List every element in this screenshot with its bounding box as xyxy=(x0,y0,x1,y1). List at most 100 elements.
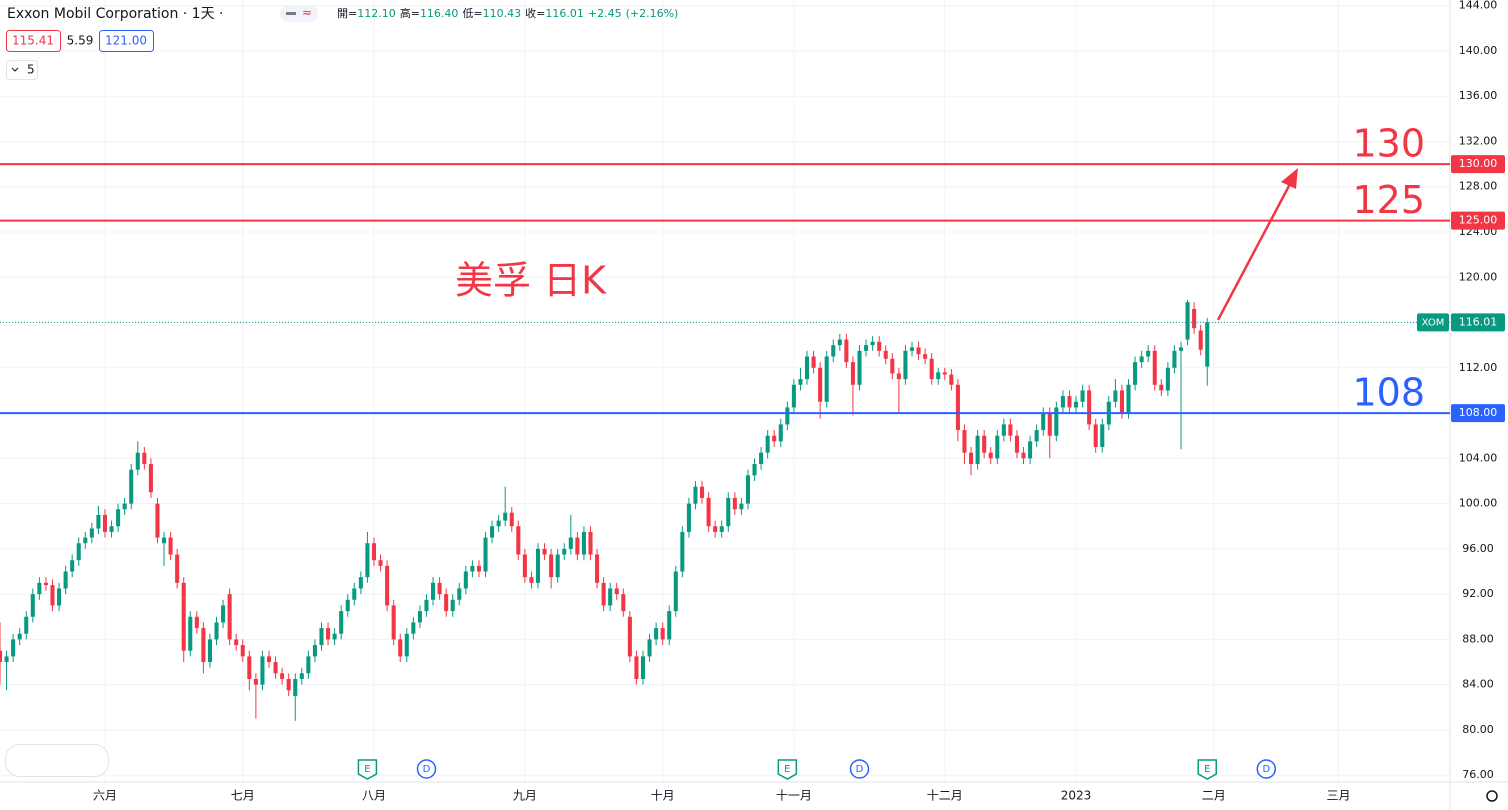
event-icon[interactable] xyxy=(416,759,437,779)
candle-body xyxy=(1139,356,1144,363)
y-tick-label: 132.00 xyxy=(1459,134,1498,147)
candle-body xyxy=(745,475,750,504)
event-icon[interactable] xyxy=(849,759,870,779)
interval-dropdown[interactable] xyxy=(6,60,38,80)
symbol-title: Exxon Mobil Corporation · 1天 · xyxy=(7,6,224,22)
y-tick-label: 112.00 xyxy=(1459,361,1498,374)
candle-body xyxy=(227,594,232,640)
candle-body xyxy=(24,616,29,634)
candle-body xyxy=(503,512,508,521)
arrow-line xyxy=(1216,183,1292,321)
candle-body xyxy=(0,650,3,663)
candle-body xyxy=(864,345,869,351)
candle-body xyxy=(339,611,344,634)
candle-body xyxy=(371,543,377,561)
x-tick-label: 九月 xyxy=(513,789,537,803)
candle-body xyxy=(30,594,35,617)
candle-body xyxy=(1080,390,1085,402)
chevron xyxy=(11,67,19,72)
candle-body xyxy=(1126,384,1131,414)
candle-body xyxy=(345,599,350,612)
candle-body xyxy=(63,571,68,589)
price-tag xyxy=(1451,404,1505,423)
nav-box[interactable] xyxy=(5,744,109,777)
candle-body xyxy=(411,622,416,634)
event-icon[interactable] xyxy=(1197,759,1217,780)
event-label: D xyxy=(1262,764,1270,775)
candle-body xyxy=(955,384,960,431)
candle-body xyxy=(975,435,980,464)
candle-body xyxy=(37,582,42,595)
candle-body xyxy=(732,497,737,510)
candle-body xyxy=(1178,347,1184,351)
candle-body xyxy=(490,526,495,538)
candle-body xyxy=(1159,384,1164,391)
candle-body xyxy=(1113,390,1118,402)
bid: 115.41 xyxy=(12,34,54,48)
event-icon[interactable] xyxy=(357,759,378,780)
candle-body xyxy=(719,526,724,532)
candle-body xyxy=(286,679,291,691)
candle-body xyxy=(417,611,422,623)
candle-body xyxy=(824,356,829,402)
candle-body xyxy=(273,662,278,674)
candle-body xyxy=(785,407,790,425)
candle-body xyxy=(621,594,626,612)
y-tick-label: 92.00 xyxy=(1462,587,1494,600)
candle-body xyxy=(352,588,357,600)
ohlc-label: 開= xyxy=(337,7,357,20)
line-annotation: 125 xyxy=(1352,178,1425,222)
candle-body xyxy=(135,452,140,470)
candle-body xyxy=(1165,367,1170,391)
ohlc-value: 112.10 xyxy=(357,7,396,20)
candle-body xyxy=(168,537,173,555)
candle-body xyxy=(306,656,311,674)
x-tick-label: 六月 xyxy=(93,789,117,803)
candle-body xyxy=(883,350,888,359)
candle-body xyxy=(700,486,705,498)
candle-body xyxy=(680,531,685,572)
candle-body xyxy=(1172,350,1177,368)
event-icon[interactable] xyxy=(777,759,798,780)
candle-body xyxy=(476,565,481,572)
y-tick-label: 88.00 xyxy=(1462,632,1494,645)
settings-icon[interactable] xyxy=(1486,790,1498,802)
candle-body xyxy=(516,526,521,555)
candle-body xyxy=(70,560,75,572)
candle-body xyxy=(116,509,121,527)
candle-body xyxy=(916,347,921,355)
candle-body xyxy=(404,633,409,657)
candle-body xyxy=(161,537,167,544)
toggle[interactable] xyxy=(280,5,318,22)
candle-body xyxy=(877,341,882,351)
candle-body xyxy=(457,588,462,600)
candle-body xyxy=(102,514,108,532)
candle-body xyxy=(1100,424,1105,448)
candle-body xyxy=(982,435,987,453)
candle-body xyxy=(83,537,88,544)
candle-body xyxy=(253,679,258,685)
event-label: E xyxy=(784,764,790,775)
annotation: 美孚 日K xyxy=(455,259,607,303)
candle-body xyxy=(608,588,613,606)
y-tick-label: 128.00 xyxy=(1459,180,1498,193)
candle-body xyxy=(837,339,842,346)
candle-body xyxy=(378,560,383,566)
toggle-icon xyxy=(286,12,296,15)
bid-box[interactable] xyxy=(6,30,61,52)
candle-body xyxy=(188,616,193,651)
candle-body xyxy=(332,633,337,640)
x-tick-label: 七月 xyxy=(231,789,255,803)
candle-body xyxy=(962,430,967,453)
candle-body xyxy=(57,588,62,606)
candle-body xyxy=(647,639,652,657)
candle-body xyxy=(640,656,646,680)
candle-body xyxy=(470,565,475,572)
candle-body xyxy=(260,656,265,685)
candle-body xyxy=(581,531,586,555)
ask-box[interactable] xyxy=(99,30,154,52)
event-icon[interactable] xyxy=(1256,759,1277,779)
candle-body xyxy=(726,497,731,527)
y-tick-label: 144.00 xyxy=(1459,0,1498,12)
candle-body xyxy=(857,350,862,385)
